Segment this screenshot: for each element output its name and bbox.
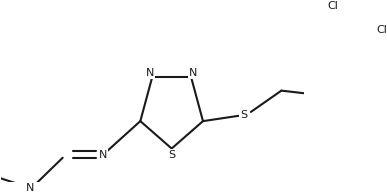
Text: N: N [99,150,107,160]
Text: N: N [146,68,154,78]
Text: Cl: Cl [376,25,387,35]
Text: N: N [26,183,35,193]
Text: N: N [189,68,197,78]
Text: S: S [240,110,247,120]
Text: S: S [168,150,175,160]
Text: Cl: Cl [328,1,339,11]
